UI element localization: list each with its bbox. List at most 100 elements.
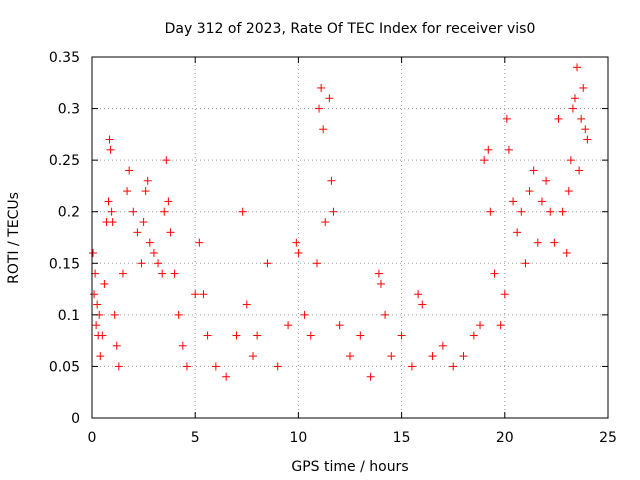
data-point [89,248,98,257]
data-point [203,331,212,340]
data-point [490,269,499,278]
data-point [104,197,113,206]
data-point [418,300,427,309]
x-axis-label: GPS time / hours [291,459,408,475]
data-point [125,166,134,175]
data-point [321,218,330,227]
data-point [575,166,584,175]
y-tick-label: 0.1 [58,308,80,324]
data-point [550,238,559,247]
data-point [93,300,102,309]
data-point [335,321,344,330]
data-point [325,94,334,103]
data-point [129,207,138,216]
data-point [195,238,204,247]
data-point [162,156,171,165]
data-point [397,331,406,340]
data-point [248,352,257,361]
data-point [566,156,575,165]
plot-frame [91,56,609,419]
data-point [459,352,468,361]
data-point [238,207,247,216]
data-point [154,259,163,268]
tick-labels-layer: 0 5 10 15 20 25 0 0.05 0.1 0.15 0.2 0.25 0.3 0.35 [49,50,617,446]
y-tick-label: 0.2 [58,205,80,221]
data-point [90,290,99,299]
data-point [513,228,522,237]
data-point [106,145,115,154]
data-point [123,187,132,196]
data-point [137,259,146,268]
y-tick-label: 0 [71,411,80,427]
data-point [300,310,309,319]
data-point [568,104,577,113]
data-point [315,104,324,113]
data-point [182,362,191,371]
x-tick-label: 10 [289,430,307,446]
data-point [107,207,116,216]
data-point [529,166,538,175]
data-point [317,83,326,92]
data-point [469,331,478,340]
data-point [366,372,375,381]
data-point [98,331,107,340]
data-point [480,156,489,165]
data-point [105,135,114,144]
data-point [306,331,315,340]
data-point [562,248,571,257]
data-point [211,362,220,371]
data-point [139,218,148,227]
data-point [500,290,509,299]
x-tick-label: 5 [191,430,200,446]
data-point [110,310,119,319]
data-point [581,125,590,134]
data-point [346,352,354,361]
data-point [546,207,555,216]
data-point [542,176,551,185]
data-point [319,125,328,134]
data-point [145,238,154,247]
data-point [312,259,321,268]
data-point [92,321,101,330]
data-point [414,290,423,299]
data-point [517,207,526,216]
y-tick-label: 0.3 [58,102,80,118]
data-point [191,290,200,299]
data-point [558,207,567,216]
data-point [438,341,447,350]
data-point [149,248,158,257]
x-tick-label: 0 [88,430,97,446]
data-point [577,114,586,123]
data-point [374,269,383,278]
data-point [381,310,390,319]
data-point [476,321,485,330]
data-point [141,187,150,196]
data-point [242,300,251,309]
data-point [449,362,458,371]
data-point [502,114,511,123]
y-tick-label: 0.05 [49,359,80,375]
data-point [100,279,109,288]
data-point [174,310,183,319]
data-point [164,197,173,206]
data-point [509,197,518,206]
data-point [533,238,542,247]
data-point [428,352,437,361]
data-point [292,238,301,247]
data-point [537,197,546,206]
data-point [486,207,495,216]
data-point [554,114,563,123]
ticks-layer [91,56,609,419]
data-point [579,83,588,92]
chart-title: Day 312 of 2023, Rate Of TEC Index for r… [165,21,536,37]
x-tick-label: 25 [599,430,617,446]
data-point [583,135,592,144]
data-point [160,207,169,216]
data-point [294,248,303,257]
data-point [329,207,338,216]
grid-layer [92,57,608,418]
data-point [273,362,282,371]
y-tick-label: 0.35 [49,50,80,66]
data-point [504,145,513,154]
